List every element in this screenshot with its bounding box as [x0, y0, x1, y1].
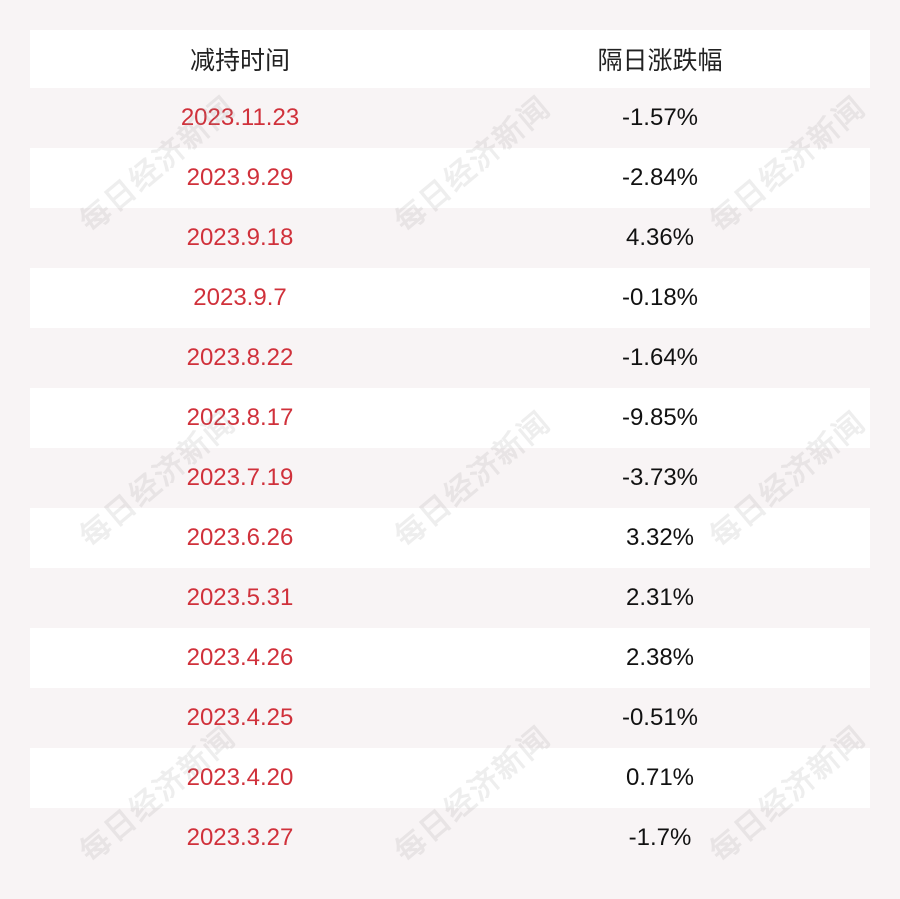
- table-row: 2023.4.20 0.71%: [30, 748, 870, 808]
- table-row: 2023.6.26 3.32%: [30, 508, 870, 568]
- table-row: 2023.9.18 4.36%: [30, 208, 870, 268]
- change-cell: -9.85%: [621, 404, 699, 431]
- table-row: 2023.9.29 -2.84%: [30, 148, 870, 208]
- table-row: 2023.8.22 -1.64%: [30, 328, 870, 388]
- date-cell: 2023.5.31: [186, 584, 294, 611]
- date-cell: 2023.4.25: [186, 704, 294, 731]
- table-row: 2023.8.17 -9.85%: [30, 388, 870, 448]
- change-cell: -1.64%: [621, 344, 699, 371]
- date-cell: 2023.9.18: [186, 224, 294, 251]
- date-cell: 2023.4.20: [186, 764, 294, 791]
- date-cell: 2023.8.22: [186, 344, 294, 371]
- reduction-table: 减持时间 隔日涨跌幅 2023.11.23 -1.57% 2023.9.29 -2.8…: [30, 30, 870, 868]
- table-row: 2023.11.23 -1.57%: [30, 88, 870, 148]
- table-row: 2023.4.25 -0.51%: [30, 688, 870, 748]
- table-row: 2023.4.26 2.38%: [30, 628, 870, 688]
- date-cell: 2023.9.29: [186, 164, 294, 191]
- date-cell: 2023.9.7: [193, 284, 287, 311]
- table-row: 2023.7.19 -3.73%: [30, 448, 870, 508]
- date-cell: 2023.4.26: [186, 644, 294, 671]
- change-cell: 2.31%: [625, 584, 695, 611]
- header-date: 减持时间: [189, 47, 290, 75]
- change-cell: 4.36%: [625, 224, 695, 251]
- table-body: 2023.11.23 -1.57% 2023.9.29 -2.84% 2023.9.18…: [30, 88, 870, 868]
- table-row: 2023.9.7 -0.18%: [30, 268, 870, 328]
- date-cell: 2023.7.19: [186, 464, 294, 491]
- table-row: 2023.3.27 -1.7%: [30, 808, 870, 868]
- table-header-row: 减持时间 隔日涨跌幅: [30, 30, 870, 88]
- table-row: 2023.5.31 2.31%: [30, 568, 870, 628]
- change-cell: 2.38%: [625, 644, 695, 671]
- header-change: 隔日涨跌幅: [597, 47, 723, 75]
- change-cell: -1.7%: [628, 824, 692, 851]
- change-cell: -3.73%: [621, 464, 699, 491]
- change-cell: -0.51%: [621, 704, 699, 731]
- date-cell: 2023.8.17: [186, 404, 294, 431]
- change-cell: 0.71%: [625, 764, 695, 791]
- change-cell: -2.84%: [621, 164, 699, 191]
- change-cell: -0.18%: [621, 284, 699, 311]
- change-cell: -1.57%: [621, 104, 699, 131]
- change-cell: 3.32%: [625, 524, 695, 551]
- date-cell: 2023.3.27: [186, 824, 294, 851]
- date-cell: 2023.6.26: [186, 524, 294, 551]
- date-cell: 2023.11.23: [180, 104, 300, 131]
